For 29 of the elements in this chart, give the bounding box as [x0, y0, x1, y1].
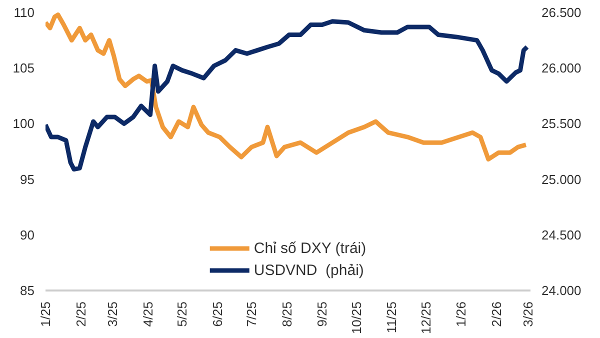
y2-tick-label: 24.000 — [542, 283, 582, 298]
x-tick-label: 12/25 — [418, 301, 434, 334]
x-tick-label: 11/25 — [384, 301, 400, 334]
y2-tick-label: 26.500 — [542, 5, 582, 20]
x-tick-label: 1/26 — [454, 301, 469, 327]
legend-label: Chỉ số DXY (trái) — [254, 240, 366, 256]
x-tick-label: 7/25 — [244, 301, 260, 327]
y-tick-label: 85 — [20, 283, 35, 298]
x-tick-label: 5/25 — [174, 301, 190, 327]
y-tick-label: 110 — [14, 5, 35, 20]
y-tick-label: 95 — [20, 172, 35, 187]
x-tick-label: 6/25 — [210, 301, 225, 327]
x-tick-label: 3/26 — [520, 301, 536, 327]
x-tick-label: 4/25 — [140, 301, 156, 327]
y2-tick-label: 25.000 — [542, 172, 582, 187]
y-tick-label: 100 — [12, 116, 35, 132]
y2-tick-label: 25.500 — [542, 116, 582, 132]
x-tick-label: 9/25 — [314, 301, 330, 327]
x-tick-label: 8/25 — [279, 301, 294, 327]
legend-label: USDVND (phải) — [254, 262, 364, 278]
y-tick-label: 90 — [20, 227, 35, 242]
y2-tick-label: 24.500 — [542, 227, 582, 242]
y2-tick-label: 26.000 — [542, 60, 582, 76]
x-tick-label: 2/26 — [488, 301, 504, 327]
x-tick-label: 10/25 — [348, 301, 364, 334]
y-tick-label: 105 — [12, 60, 35, 76]
x-tick-label: 3/25 — [105, 301, 120, 327]
x-tick-label: 1/25 — [38, 301, 53, 327]
x-tick-label: 2/25 — [73, 301, 88, 327]
